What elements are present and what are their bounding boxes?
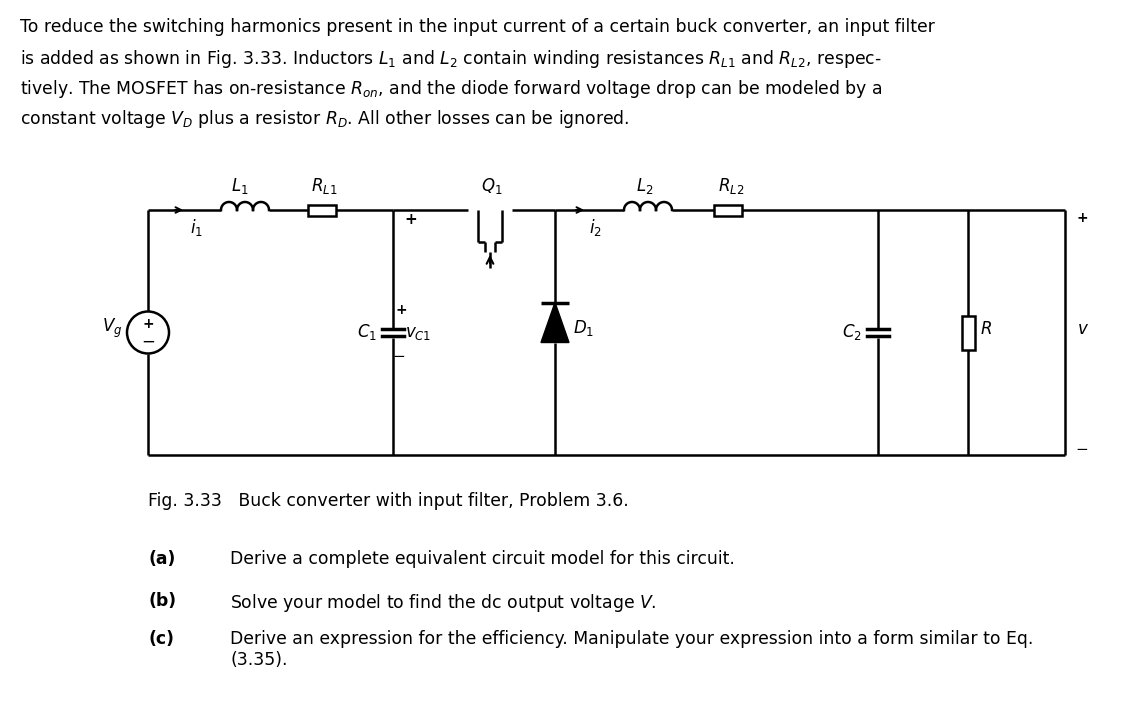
Bar <box>308 204 336 215</box>
Text: $Q_1$: $Q_1$ <box>482 176 503 196</box>
Text: To reduce the switching harmonics present in the input current of a certain buck: To reduce the switching harmonics presen… <box>20 18 935 36</box>
Text: is added as shown in Fig. 3.33. Inductors $L_1$ and $L_2$ contain winding resist: is added as shown in Fig. 3.33. Inductor… <box>20 48 882 70</box>
Text: (a): (a) <box>148 550 176 568</box>
Text: $i_2$: $i_2$ <box>588 217 602 238</box>
Circle shape <box>127 311 169 353</box>
Text: $R$: $R$ <box>980 321 992 339</box>
Text: $R_{L2}$: $R_{L2}$ <box>718 176 744 196</box>
Text: $D_1$: $D_1$ <box>573 318 594 337</box>
Text: Fig. 3.33   Buck converter with input filter, Problem 3.6.: Fig. 3.33 Buck converter with input filt… <box>148 492 629 510</box>
Text: Derive a complete equivalent circuit model for this circuit.: Derive a complete equivalent circuit mod… <box>229 550 735 568</box>
Text: Solve your model to find the dc output voltage $V$.: Solve your model to find the dc output v… <box>229 592 657 614</box>
Text: −: − <box>141 332 155 350</box>
Text: $R_{L1}$: $R_{L1}$ <box>310 176 337 196</box>
Text: tively. The MOSFET has on-resistance $R_{on}$, and the diode forward voltage dro: tively. The MOSFET has on-resistance $R_… <box>20 78 882 100</box>
Bar <box>962 316 974 350</box>
Text: Derive an expression for the efficiency. Manipulate your expression into a form : Derive an expression for the efficiency.… <box>229 630 1034 669</box>
Text: +: + <box>142 318 154 332</box>
Text: $V_g$: $V_g$ <box>101 317 122 340</box>
Text: (b): (b) <box>148 592 177 610</box>
Text: +: + <box>405 212 417 228</box>
Text: $L_2$: $L_2$ <box>637 176 654 196</box>
Text: −: − <box>393 349 405 364</box>
Text: $L_1$: $L_1$ <box>231 176 249 196</box>
Text: (c): (c) <box>148 630 174 648</box>
Text: $C_1$: $C_1$ <box>357 323 377 342</box>
Text: +: + <box>395 303 407 318</box>
Bar <box>714 204 742 215</box>
Polygon shape <box>541 302 569 342</box>
Text: $v$: $v$ <box>1077 321 1089 339</box>
Text: −: − <box>1076 441 1088 457</box>
Text: $v_{C1}$: $v_{C1}$ <box>405 324 431 342</box>
Text: constant voltage $V_D$ plus a resistor $R_D$. All other losses can be ignored.: constant voltage $V_D$ plus a resistor $… <box>20 108 630 130</box>
Text: $C_2$: $C_2$ <box>843 323 862 342</box>
Text: +: + <box>1077 211 1089 225</box>
Text: $i_1$: $i_1$ <box>189 217 202 238</box>
